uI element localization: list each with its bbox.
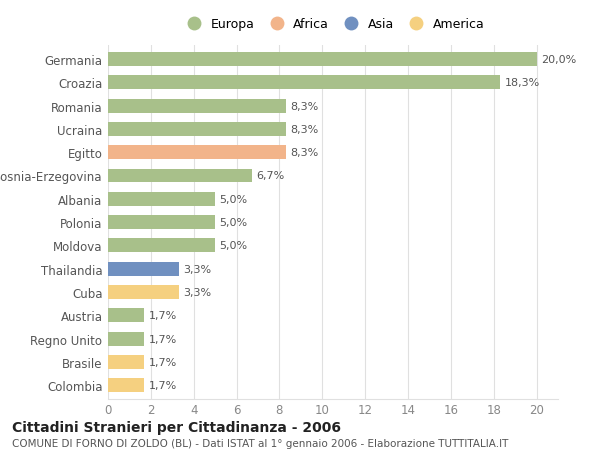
Text: 5,0%: 5,0%: [220, 241, 248, 251]
Legend: Europa, Africa, Asia, America: Europa, Africa, Asia, America: [176, 13, 490, 36]
Bar: [108, 239, 215, 253]
Text: 18,3%: 18,3%: [505, 78, 539, 88]
Text: 8,3%: 8,3%: [290, 124, 319, 134]
Text: 1,7%: 1,7%: [149, 334, 177, 344]
Bar: [108, 216, 215, 230]
Text: 3,3%: 3,3%: [183, 264, 211, 274]
Bar: [108, 285, 179, 299]
Text: 1,7%: 1,7%: [149, 311, 177, 321]
Text: 1,7%: 1,7%: [149, 357, 177, 367]
Bar: [108, 146, 286, 160]
Bar: [108, 53, 536, 67]
Text: 1,7%: 1,7%: [149, 381, 177, 390]
Bar: [108, 100, 286, 113]
Text: 8,3%: 8,3%: [290, 101, 319, 112]
Bar: [108, 192, 215, 207]
Text: Cittadini Stranieri per Cittadinanza - 2006: Cittadini Stranieri per Cittadinanza - 2…: [12, 420, 341, 434]
Bar: [108, 169, 251, 183]
Text: 6,7%: 6,7%: [256, 171, 284, 181]
Bar: [108, 355, 145, 369]
Bar: [108, 123, 286, 137]
Bar: [108, 262, 179, 276]
Bar: [108, 308, 145, 323]
Bar: [108, 332, 145, 346]
Bar: [108, 378, 145, 392]
Text: 8,3%: 8,3%: [290, 148, 319, 158]
Bar: [108, 76, 500, 90]
Text: COMUNE DI FORNO DI ZOLDO (BL) - Dati ISTAT al 1° gennaio 2006 - Elaborazione TUT: COMUNE DI FORNO DI ZOLDO (BL) - Dati IST…: [12, 438, 508, 448]
Text: 5,0%: 5,0%: [220, 218, 248, 228]
Text: 3,3%: 3,3%: [183, 287, 211, 297]
Text: 20,0%: 20,0%: [541, 55, 576, 65]
Text: 5,0%: 5,0%: [220, 194, 248, 204]
